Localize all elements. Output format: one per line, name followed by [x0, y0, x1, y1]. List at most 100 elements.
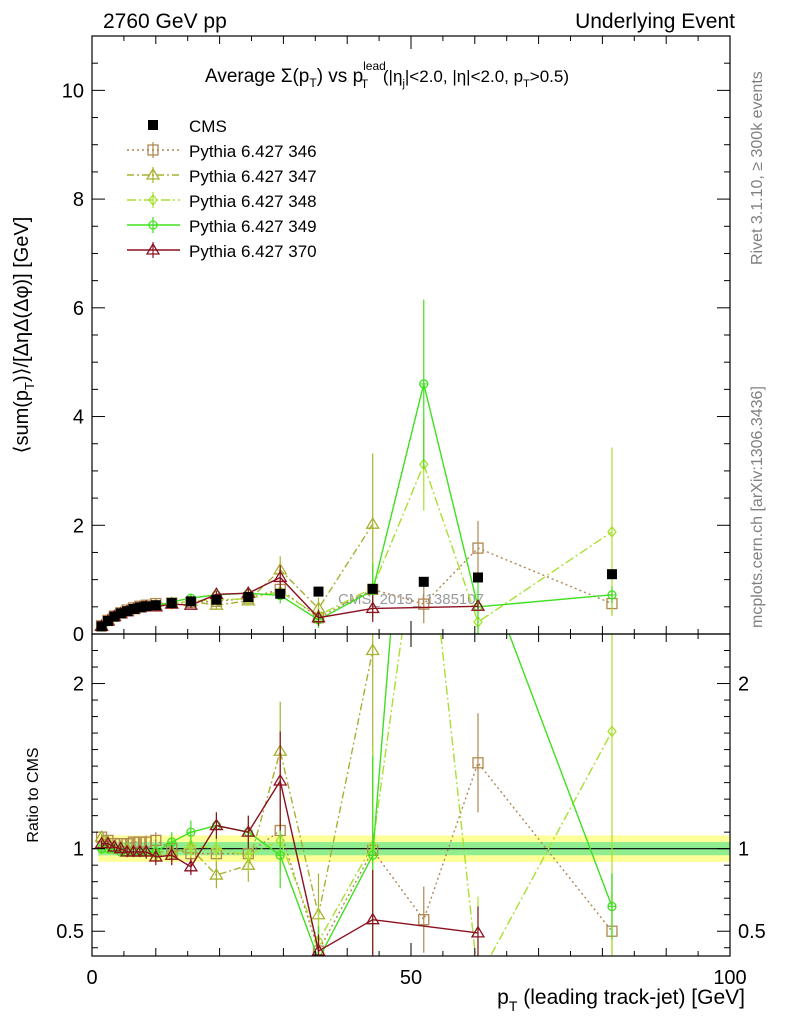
ratio-point-p348 — [474, 974, 482, 984]
main-point-cms — [166, 598, 177, 609]
main-point-p370 — [311, 610, 326, 623]
main-point-cms — [313, 586, 324, 597]
ratio-point-p349 — [368, 850, 378, 860]
main-point-p370 — [273, 570, 288, 583]
legend-label-p347: Pythia 6.427 347 — [189, 167, 317, 186]
y-tick-label: 4 — [73, 407, 84, 429]
main-point-p346 — [418, 598, 430, 610]
ratio-point-p348 — [186, 839, 196, 852]
ratio-point-p370 — [241, 824, 256, 837]
main-series-p346 — [95, 520, 618, 632]
legend-label-p349: Pythia 6.427 349 — [189, 217, 317, 236]
main-point-cms — [134, 602, 145, 613]
ratio-point-p370 — [311, 943, 326, 956]
x-tick-label: 100 — [713, 967, 746, 989]
header-right: Underlying Event — [575, 10, 735, 33]
legend-label-cms: CMS — [189, 117, 227, 136]
legend-item-p347: Pythia 6.427 347 — [127, 167, 317, 186]
main-point-p370 — [470, 599, 486, 611]
main-point-p349 — [419, 379, 429, 389]
legend-marker-p347 — [145, 167, 161, 180]
ratio-frame — [91, 633, 731, 957]
legend-item-p348: Pythia 6.427 348 — [127, 192, 317, 211]
legend-item-p349: Pythia 6.427 349 — [127, 217, 317, 236]
y-tick-label: 6 — [73, 298, 84, 320]
ratio-point-p370 — [209, 818, 224, 831]
ratio-point-p370 — [273, 773, 288, 786]
main-point-cms — [606, 569, 617, 580]
analysis-watermark: CMS_2015_I1385107 — [338, 591, 484, 608]
main-point-p346 — [472, 542, 484, 554]
header-left: 2760 GeV pp — [103, 10, 227, 33]
ratio-point-p347 — [365, 643, 380, 656]
main-line-p346 — [101, 547, 613, 627]
main-point-cms — [472, 572, 483, 583]
main-point-cms — [122, 606, 133, 617]
ratio-point-p370 — [148, 849, 163, 862]
main-point-p347 — [365, 516, 380, 529]
axes-group: 0 50 100 0 2 4 6 8 10 0.5 0.5 1 1 2 2 — [56, 35, 766, 989]
legend-label-p348: Pythia 6.427 348 — [189, 192, 317, 211]
main-point-cms — [418, 576, 429, 587]
main-point-cms — [185, 596, 196, 607]
legend-marker-p346 — [147, 144, 159, 156]
main-point-p348 — [418, 458, 429, 471]
legend-marker-cms — [148, 120, 158, 130]
ratio-point-p349 — [607, 901, 617, 912]
main-frame — [91, 35, 731, 635]
ratio-point-p348 — [211, 842, 222, 855]
main-point-cms — [211, 594, 222, 605]
ratio-point-p346 — [472, 757, 484, 769]
x-tick-label: 50 — [400, 967, 422, 989]
ratio-y-tick-label: 1 — [73, 839, 84, 861]
main-point-cms — [150, 600, 161, 611]
y-tick-label: 0 — [73, 624, 84, 646]
ratio-point-p370 — [107, 839, 122, 852]
legend-marker-p370 — [145, 242, 161, 255]
ratio-point-p370 — [365, 912, 380, 925]
main-point-cms — [96, 621, 107, 632]
ratio-series-p348 — [96, 634, 617, 984]
main-point-cms — [141, 601, 152, 612]
ratio-y-tick-label: 2 — [73, 674, 84, 696]
mcplots-label: mcplots.cern.ch [arXiv:1306.3436] — [749, 386, 766, 628]
main-point-p349 — [607, 590, 617, 600]
ratio-point-p349 — [420, 217, 428, 225]
ratio-line-p370 — [101, 779, 479, 953]
main-point-cms — [115, 608, 126, 619]
main-series-cms — [96, 569, 617, 632]
ratio-y-tick-label-right: 2 — [738, 674, 749, 696]
main-point-cms — [109, 611, 120, 622]
ratio-line-p347 — [101, 650, 374, 915]
ratio-y-tick-label: 0.5 — [56, 921, 84, 943]
legend-marker-p349 — [148, 220, 158, 230]
legend: CMS Pythia 6.427 346 Pythia 6.427 347 Pythi… — [127, 117, 317, 261]
legend-marker-p348 — [148, 193, 158, 207]
legend-item-p346: Pythia 6.427 346 — [127, 142, 317, 161]
y-tick-label: 2 — [73, 515, 84, 537]
y-tick-label: 8 — [73, 189, 84, 211]
ratio-y-tick-label-right: 1 — [738, 839, 749, 861]
ratio-series-group — [94, 217, 618, 984]
ratio-point-p370 — [100, 836, 116, 849]
ratio-point-p349 — [167, 837, 177, 847]
legend-label-p370: Pythia 6.427 370 — [189, 242, 317, 261]
legend-item-p370: Pythia 6.427 370 — [127, 242, 317, 261]
main-point-cms — [128, 603, 139, 614]
ratio-point-p370 — [470, 925, 486, 938]
main-series-group — [94, 299, 618, 634]
main-point-cms — [102, 615, 113, 626]
ratio-point-p370 — [113, 841, 128, 854]
main-series-p349 — [96, 299, 617, 634]
ratio-point-p349-ring — [420, 217, 428, 225]
ratio-series-p347 — [94, 634, 380, 956]
ratio-point-p347 — [209, 867, 224, 880]
x-axis-label: pT (leading track-jet) [GeV] — [497, 986, 745, 1014]
ratio-point-p370 — [139, 844, 154, 857]
ratio-y-axis-label: Ratio to CMS — [25, 747, 42, 842]
main-point-p370 — [365, 601, 380, 614]
ratio-point-p370 — [164, 848, 179, 860]
main-point-cms — [275, 588, 286, 599]
